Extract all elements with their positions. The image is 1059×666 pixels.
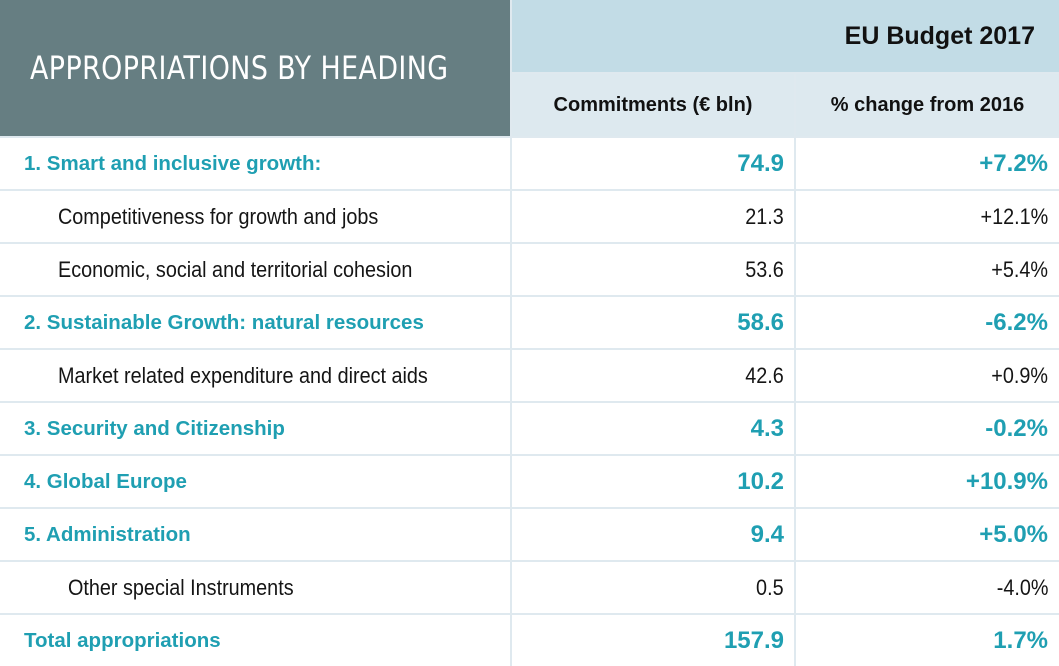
row-change: +5.4% [796,244,1059,295]
row-change: +10.9% [796,456,1059,507]
table-row-smart-growth: 1. Smart and inclusive growth: 74.9 +7.2… [0,138,1059,189]
row-change: -6.2% [796,297,1059,348]
column-header-change: % change from 2016 [796,74,1059,136]
row-label: 5. Administration [0,509,510,560]
table-row-market-expenditure: Market related expenditure and direct ai… [0,350,1059,401]
row-label: 4. Global Europe [0,456,510,507]
table-row-administration: 5. Administration 9.4 +5.0% [0,509,1059,560]
row-commitments: 42.6 [512,350,794,401]
budget-heading: EU Budget 2017 [512,0,1059,72]
row-label: 3. Security and Citizenship [0,403,510,454]
table-row-special-instruments: Other special Instruments 0.5 -4.0% [0,562,1059,613]
row-change: 1.7% [796,615,1059,666]
row-label: Competitiveness for growth and jobs [0,191,510,242]
row-label: Market related expenditure and direct ai… [0,350,510,401]
table-row-cohesion: Economic, social and territorial cohesio… [0,244,1059,295]
column-header-commitments: Commitments (€ bln) [512,74,794,136]
row-commitments: 9.4 [512,509,794,560]
row-change: +5.0% [796,509,1059,560]
table-row-security: 3. Security and Citizenship 4.3 -0.2% [0,403,1059,454]
row-change: +0.9% [796,350,1059,401]
row-label: Total appropriations [0,615,510,666]
row-label: Economic, social and territorial cohesio… [0,244,510,295]
row-change: -0.2% [796,403,1059,454]
row-change: -4.0% [796,562,1059,613]
table-row-competitiveness: Competitiveness for growth and jobs 21.3… [0,191,1059,242]
row-commitments: 58.6 [512,297,794,348]
row-commitments: 0.5 [512,562,794,613]
row-change: +12.1% [796,191,1059,242]
row-change: +7.2% [796,138,1059,189]
row-label: Other special Instruments [0,562,510,613]
table-row-sustainable-growth: 2. Sustainable Growth: natural resources… [0,297,1059,348]
row-label: 1. Smart and inclusive growth: [0,138,510,189]
table-row-total: Total appropriations 157.9 1.7% [0,615,1059,666]
table-row-global-europe: 4. Global Europe 10.2 +10.9% [0,456,1059,507]
row-commitments: 21.3 [512,191,794,242]
row-commitments: 74.9 [512,138,794,189]
row-commitments: 4.3 [512,403,794,454]
row-label: 2. Sustainable Growth: natural resources [0,297,510,348]
row-commitments: 53.6 [512,244,794,295]
table-title: APPROPRIATIONS BY HEADING [0,0,510,136]
row-commitments: 157.9 [512,615,794,666]
row-commitments: 10.2 [512,456,794,507]
